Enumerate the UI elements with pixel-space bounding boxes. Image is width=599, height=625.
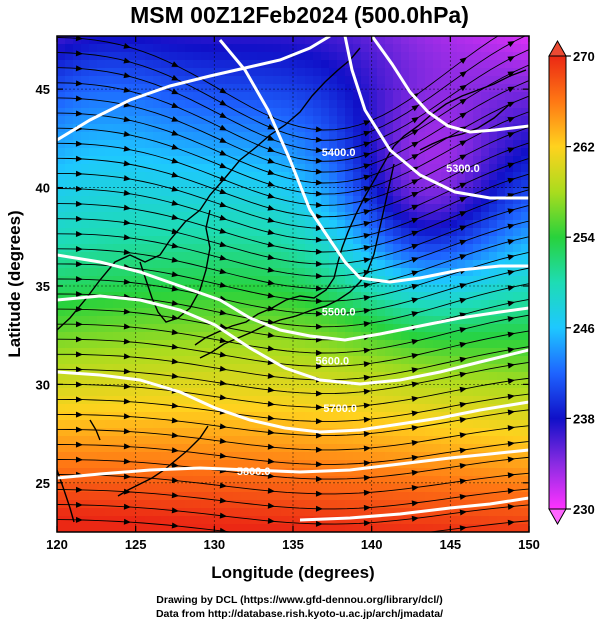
y-tick-label-4: 45 [36, 82, 50, 97]
colorbar-tick-label-0: 230 [573, 502, 595, 517]
x-tick-label-4: 140 [361, 537, 383, 552]
y-axis-label: Latitude (degrees) [5, 210, 24, 357]
x-tick-label-6: 150 [518, 537, 540, 552]
colorbar-upper-triangle [548, 39, 567, 57]
contour-labels: 5300.0 5400.0 5500.0 5600.0 5700.0 5800.0 [237, 147, 480, 478]
credit-text: Drawing by DCL (https://www.gfd-dennou.o… [0, 593, 599, 621]
colorbar-ramp [548, 55, 567, 510]
colorbar-ticks: 230 238 246 254 262 270 [566, 49, 595, 517]
contour-label-5: 5800.0 [237, 466, 271, 478]
x-tick-label-2: 130 [203, 537, 225, 552]
x-axis-ticks: 120 125 130 135 140 145 150 [46, 36, 540, 552]
contour-label-1: 5400.0 [322, 147, 356, 159]
colorbar-tick-label-3: 254 [573, 230, 595, 245]
height-contours [57, 36, 529, 522]
x-tick-label-0: 120 [46, 537, 68, 552]
colorbar-tick-label-5: 270 [573, 49, 595, 64]
credit-line-2: Data from http://database.rish.kyoto-u.a… [155, 608, 444, 620]
wind-arrows [75, 36, 515, 532]
colorbar-lower-triangle [548, 508, 567, 526]
colorbar-tick-label-2: 246 [573, 321, 595, 336]
map-title: MSM 00Z12Feb2024 (500.0hPa) [130, 2, 469, 28]
credit-line-1: Drawing by DCL (https://www.gfd-dennou.o… [156, 594, 443, 606]
lat-lon-grid [57, 36, 529, 532]
y-tick-label-2: 35 [36, 279, 50, 294]
y-tick-label-1: 30 [36, 377, 50, 392]
map-plot-area: 5300.0 5400.0 5500.0 5600.0 5700.0 5800.0 [57, 36, 529, 532]
x-tick-label-5: 145 [439, 537, 461, 552]
x-tick-label-3: 135 [282, 537, 304, 552]
contour-label-2: 5500.0 [322, 306, 356, 318]
contour-label-4: 5700.0 [323, 403, 357, 415]
y-tick-label-0: 25 [36, 476, 50, 491]
y-tick-label-3: 40 [36, 181, 50, 196]
y-axis-ticks: 25 30 35 40 45 [36, 82, 529, 491]
colorbar-tick-label-1: 238 [573, 411, 595, 426]
contour-label-3: 5600.0 [316, 356, 350, 368]
contour-label-0: 5300.0 [446, 163, 480, 175]
x-axis-label: Longitude (degrees) [211, 563, 374, 582]
colorbar-tick-label-4: 262 [573, 140, 595, 155]
x-tick-label-1: 125 [125, 537, 147, 552]
colorbar: 230 238 246 254 262 270 [548, 39, 595, 526]
